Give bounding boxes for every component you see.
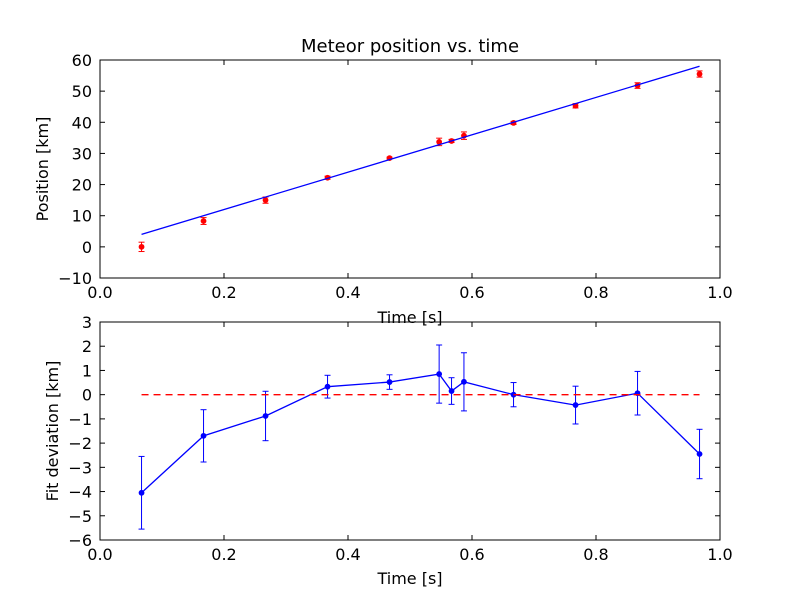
bottom-y-tick-label: 2 [82, 337, 92, 356]
top-x-tick-label: 0.2 [211, 283, 236, 302]
bottom-y-tick-label: −1 [68, 410, 92, 429]
top-data-point [262, 197, 269, 204]
bottom-deviation-line [141, 373, 700, 494]
bottom-y-tick-label: −3 [68, 458, 92, 477]
top-y-axis-label: Position [km] [33, 117, 52, 222]
top-x-tick-label: 0.0 [87, 283, 112, 302]
bottom-axes-frame [99, 321, 721, 541]
bottom-data-point [572, 402, 579, 408]
chart-title: Meteor position vs. time [301, 36, 519, 57]
top-y-tick-label: 20 [72, 176, 92, 195]
bottom-x-axis-label: Time [s] [376, 569, 442, 588]
top-data-point [696, 71, 703, 77]
bottom-y-tick-label: 0 [82, 386, 92, 405]
top-y-tick-label: 40 [72, 113, 92, 132]
top-x-tick-label: 0.8 [583, 283, 608, 302]
bottom-data-point [200, 432, 207, 439]
top-y-tick-label: −10 [58, 269, 92, 288]
top-x-tick-label: 0.6 [459, 283, 484, 302]
top-x-tick-label: 0.4 [335, 283, 360, 302]
bottom-data-point [386, 379, 393, 385]
top-x-tick-label: 1.0 [707, 283, 732, 302]
bottom-y-tick-label: 1 [82, 361, 92, 380]
top-y-tick-label: 10 [72, 207, 92, 226]
bottom-data-point [461, 378, 467, 385]
bottom-y-axis-label: Fit deviation [km] [43, 361, 62, 502]
bottom-data-point [138, 489, 145, 496]
top-x-axis-label: Time [s] [376, 308, 442, 327]
bottom-x-tick-label: 0.2 [211, 545, 236, 564]
bottom-y-tick-label: −4 [68, 483, 92, 502]
top-y-tick-label: 50 [72, 82, 92, 101]
bottom-x-tick-label: 0.8 [583, 545, 608, 564]
bottom-y-tick-label: −2 [68, 434, 92, 453]
bottom-y-tick-label: 3 [82, 313, 92, 332]
bottom-x-tick-label: 0.6 [459, 545, 484, 564]
bottom-data-point [696, 451, 703, 457]
top-axes-frame [99, 59, 721, 279]
top-fit-line [141, 65, 700, 236]
bottom-y-tick-label: −5 [68, 507, 92, 526]
bottom-data-point [436, 371, 443, 377]
bottom-x-tick-label: 0.4 [335, 545, 360, 564]
top-data-point [138, 243, 145, 250]
top-y-tick-label: 60 [72, 51, 92, 70]
bottom-x-tick-label: 0.0 [87, 545, 112, 564]
top-y-tick-label: 0 [82, 238, 92, 257]
bottom-plot: 0.0 0.2 0.4 0.6 0.8 1.0 −6 −5 −4 −3 −2 −1 0 1 2 3 [68, 313, 732, 564]
bottom-data-point [262, 413, 269, 419]
top-data-point [200, 218, 207, 224]
top-y-tick-label: 30 [72, 144, 92, 163]
bottom-y-tick-label: −6 [68, 531, 92, 550]
bottom-data-point [448, 388, 455, 394]
top-plot: 0.0 0.2 0.4 0.6 0.8 1.0 −10 0 10 20 30 40 50 60 [58, 51, 732, 302]
bottom-data-point [324, 383, 331, 390]
bottom-x-tick-label: 1.0 [707, 545, 732, 564]
